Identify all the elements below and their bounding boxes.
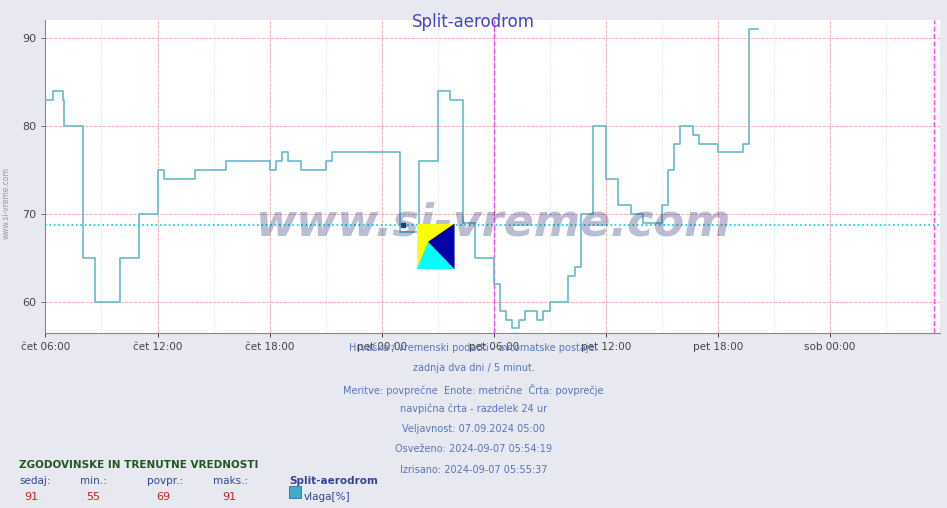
Text: ZGODOVINSKE IN TRENUTNE VREDNOSTI: ZGODOVINSKE IN TRENUTNE VREDNOSTI: [19, 460, 259, 470]
Text: Veljavnost: 07.09.2024 05:00: Veljavnost: 07.09.2024 05:00: [402, 424, 545, 434]
Text: Split-aerodrom: Split-aerodrom: [289, 476, 378, 486]
Text: navpična črta - razdelek 24 ur: navpična črta - razdelek 24 ur: [400, 404, 547, 415]
Text: Osveženo: 2024-09-07 05:54:19: Osveženo: 2024-09-07 05:54:19: [395, 444, 552, 455]
Polygon shape: [417, 242, 455, 269]
Polygon shape: [417, 224, 455, 269]
Text: sedaj:: sedaj:: [19, 476, 50, 486]
Text: Split-aerodrom: Split-aerodrom: [412, 13, 535, 30]
Text: 69: 69: [156, 492, 170, 502]
Text: 91: 91: [223, 492, 236, 502]
Polygon shape: [428, 224, 455, 269]
Text: www.si-vreme.com: www.si-vreme.com: [255, 202, 731, 245]
Text: min.:: min.:: [80, 476, 107, 486]
Text: Hrvaška / vremenski podatki - avtomatske postaje.: Hrvaška / vremenski podatki - avtomatske…: [349, 343, 598, 354]
Text: www.si-vreme.com: www.si-vreme.com: [1, 167, 10, 239]
Text: 91: 91: [25, 492, 38, 502]
Text: vlaga[%]: vlaga[%]: [304, 492, 350, 502]
Text: maks.:: maks.:: [213, 476, 248, 486]
Text: povpr.:: povpr.:: [147, 476, 183, 486]
Text: 55: 55: [86, 492, 99, 502]
Text: zadnja dva dni / 5 minut.: zadnja dva dni / 5 minut.: [413, 363, 534, 373]
Text: Meritve: povprečne  Enote: metrične  Črta: povprečje: Meritve: povprečne Enote: metrične Črta:…: [343, 384, 604, 396]
Text: Izrisano: 2024-09-07 05:55:37: Izrisano: 2024-09-07 05:55:37: [400, 465, 547, 475]
